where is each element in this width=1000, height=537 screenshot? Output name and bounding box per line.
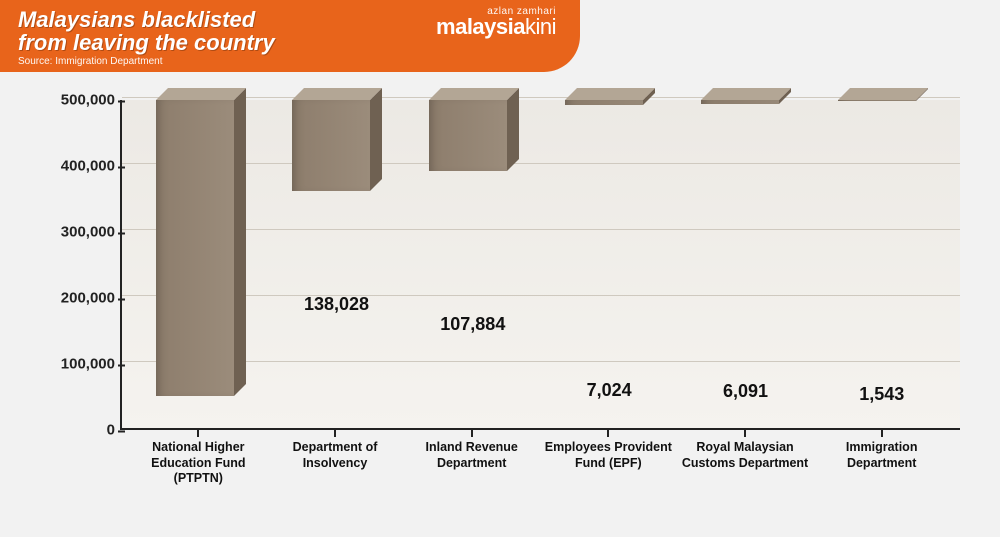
bar-top-face — [156, 88, 246, 100]
bar-front-face — [429, 100, 507, 171]
title-line-2: from leaving the country — [18, 30, 275, 55]
x-axis-label: Department of Insolvency — [267, 434, 404, 471]
x-axis-label: Employees Provident Fund (EPF) — [540, 434, 677, 471]
bar-value-label: 1,543 — [859, 384, 904, 405]
bar-top-face — [701, 88, 791, 100]
y-tick-label: 200,000 — [35, 290, 115, 307]
x-tick — [334, 430, 336, 437]
bar — [701, 100, 789, 104]
x-label-wrap: Inland Revenue Department — [403, 434, 540, 487]
y-tick-label: 300,000 — [35, 224, 115, 241]
plot-region: 447,890 138,028 107,884 7,024 6,091 1,543 — [120, 100, 960, 430]
bar — [838, 100, 926, 101]
x-label-wrap: Department of Insolvency — [267, 434, 404, 487]
y-tick-label: 100,000 — [35, 356, 115, 373]
x-axis-label: Royal Malaysian Customs Department — [677, 434, 814, 471]
x-axis-label: Immigration Department — [813, 434, 950, 471]
x-axis-label: National Higher Education Fund (PTPTN) — [130, 434, 267, 487]
title-line-1: Malaysians blacklisted — [18, 7, 255, 32]
bar-top-face — [292, 88, 382, 100]
bar-side-face — [507, 88, 519, 171]
bar-slot: 1,543 — [814, 100, 950, 428]
logo-thin: kini — [525, 14, 556, 39]
y-tick-label: 400,000 — [35, 158, 115, 175]
bar — [429, 100, 517, 171]
bar-value-label: 138,028 — [304, 294, 369, 315]
bar-top-face — [429, 88, 519, 100]
bars-container: 447,890 138,028 107,884 7,024 6,091 1,543 — [122, 100, 960, 428]
bar-value-label: 107,884 — [440, 314, 505, 335]
bar-value-label: 7,024 — [587, 380, 632, 401]
bar-front-face — [156, 100, 234, 396]
bar-front-face — [292, 100, 370, 191]
x-label-wrap: Immigration Department — [813, 434, 950, 487]
bar-side-face — [234, 88, 246, 396]
y-tick-label: 0 — [35, 422, 115, 439]
bar-slot: 7,024 — [541, 100, 677, 428]
bar — [292, 100, 380, 191]
x-label-wrap: National Higher Education Fund (PTPTN) — [130, 434, 267, 487]
gridline — [122, 97, 960, 98]
x-tick — [744, 430, 746, 437]
publisher-brand: azlan zamhari malaysiakini — [436, 6, 556, 37]
chart-area: 447,890 138,028 107,884 7,024 6,091 1,543 0 10… — [30, 90, 970, 520]
bar-slot: 447,890 — [132, 100, 268, 428]
x-tick — [881, 430, 883, 437]
x-axis-labels: National Higher Education Fund (PTPTN)De… — [120, 434, 960, 487]
publisher-logo: malaysiakini — [436, 17, 556, 37]
bar-value-label: 6,091 — [723, 381, 768, 402]
chart-source: Source: Immigration Department — [18, 56, 560, 67]
bar — [565, 100, 653, 105]
chart-header-banner: Malaysians blacklisted from leaving the … — [0, 0, 580, 72]
author-name: azlan zamhari — [436, 6, 556, 17]
bar-side-face — [370, 88, 382, 191]
bar-slot: 138,028 — [268, 100, 404, 428]
x-tick — [197, 430, 199, 437]
bar-top-face — [565, 88, 655, 100]
x-tick — [607, 430, 609, 437]
logo-bold: malaysia — [436, 14, 525, 39]
bar-front-face — [565, 100, 643, 105]
x-tick — [471, 430, 473, 437]
bar — [156, 100, 244, 396]
x-axis-label: Inland Revenue Department — [403, 434, 540, 471]
y-tick-label: 500,000 — [35, 92, 115, 109]
x-label-wrap: Employees Provident Fund (EPF) — [540, 434, 677, 487]
bar-top-face — [838, 88, 928, 100]
x-label-wrap: Royal Malaysian Customs Department — [677, 434, 814, 487]
bar-slot: 107,884 — [405, 100, 541, 428]
bar-slot: 6,091 — [677, 100, 813, 428]
bar-front-face — [838, 100, 916, 101]
bar-front-face — [701, 100, 779, 104]
